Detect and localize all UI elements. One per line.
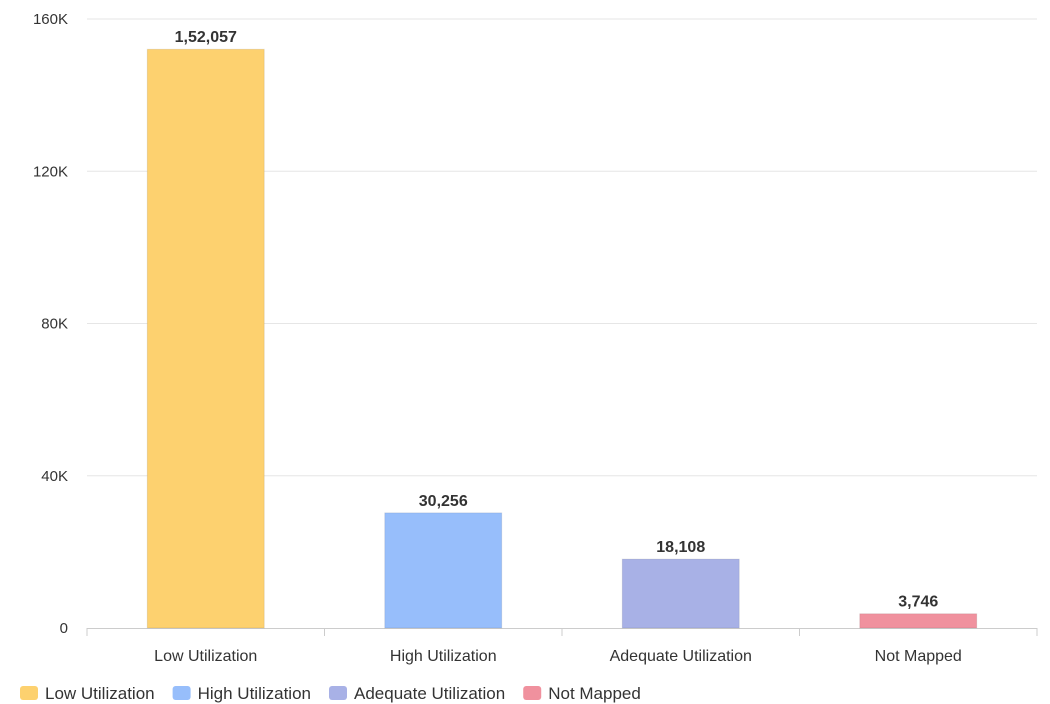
bar[interactable] bbox=[859, 613, 978, 629]
x-tick-label: High Utilization bbox=[390, 648, 497, 665]
legend-label: High Utilization bbox=[198, 684, 311, 703]
legend-label: Low Utilization bbox=[45, 684, 155, 703]
x-tick-label: Adequate Utilization bbox=[610, 648, 752, 665]
x-axis: Low Utilization High Utilization Adequate … bbox=[154, 648, 962, 665]
y-tick-label: 120K bbox=[33, 163, 68, 180]
legend-item[interactable]: Adequate Utilization bbox=[329, 684, 505, 703]
bar[interactable] bbox=[384, 512, 503, 629]
data-label: 3,746 bbox=[898, 594, 938, 611]
legend-swatch bbox=[20, 686, 38, 700]
y-tick-label: 160K bbox=[33, 11, 68, 28]
y-tick-label: 0 bbox=[60, 620, 68, 637]
bars bbox=[146, 48, 978, 629]
legend-swatch bbox=[523, 686, 542, 700]
data-label: 30,256 bbox=[419, 493, 468, 510]
legend[interactable]: Low Utilization High Utilization Adequate … bbox=[20, 684, 641, 703]
legend-item[interactable]: Low Utilization bbox=[20, 684, 155, 703]
legend-label: Adequate Utilization bbox=[354, 684, 505, 703]
y-tick-label: 80K bbox=[41, 316, 68, 333]
legend-swatch bbox=[329, 686, 347, 700]
x-tick-label: Not Mapped bbox=[875, 648, 962, 665]
bar[interactable] bbox=[621, 558, 740, 629]
legend-item[interactable]: High Utilization bbox=[172, 684, 311, 703]
data-label: 18,108 bbox=[656, 539, 705, 556]
legend-label: Not Mapped bbox=[548, 684, 641, 703]
data-labels: 1,52,057 30,256 18,108 3,746 bbox=[175, 29, 939, 611]
bar[interactable] bbox=[146, 48, 265, 629]
legend-swatch bbox=[172, 686, 191, 700]
data-label: 1,52,057 bbox=[175, 29, 237, 46]
y-axis: 0 40K 80K 120K 160K bbox=[33, 11, 68, 637]
x-axis-ticks bbox=[86, 628, 1038, 636]
x-tick-label: Low Utilization bbox=[154, 648, 257, 665]
y-tick-label: 40K bbox=[41, 468, 68, 485]
legend-item[interactable]: Not Mapped bbox=[523, 684, 641, 703]
